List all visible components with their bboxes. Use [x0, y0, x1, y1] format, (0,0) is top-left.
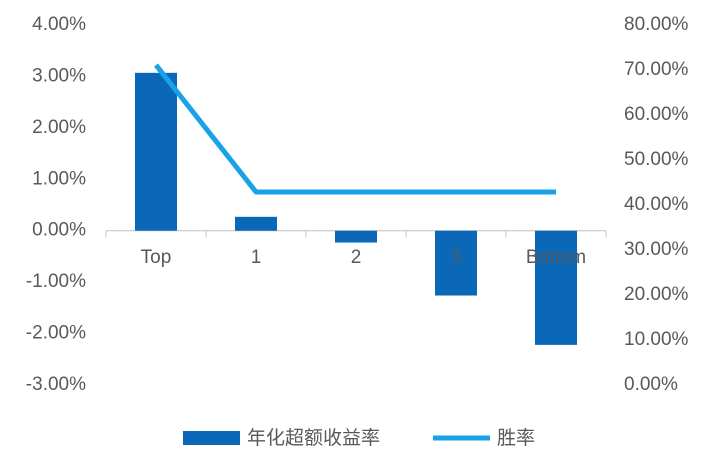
bar — [235, 216, 277, 231]
y2-tick-label: 0.00% — [624, 374, 678, 395]
y-tick-label: 1.00% — [32, 168, 86, 189]
y2-tick-label: 60.00% — [624, 104, 689, 125]
line — [154, 63, 556, 195]
y-tick-label: 3.00% — [32, 65, 86, 86]
y-tick-label: 4.00% — [32, 14, 86, 35]
y2-tick-label: 80.00% — [624, 14, 689, 35]
bar — [535, 230, 577, 345]
y2-tick-label: 40.00% — [624, 194, 689, 215]
x-tick-label: 2 — [351, 247, 362, 268]
y2-tick-label: 10.00% — [624, 329, 689, 350]
x-tick-label: 1 — [251, 247, 262, 268]
bar — [135, 72, 177, 231]
y2-tick-label: 70.00% — [624, 59, 689, 80]
bar — [335, 230, 377, 243]
x-tick-label: Top — [141, 247, 172, 268]
y-tick-label: 0.00% — [32, 220, 86, 241]
y-tick-label: -3.00% — [26, 374, 86, 395]
x-tick-label: 3 — [451, 247, 462, 268]
y2-tick-label: 30.00% — [624, 239, 689, 260]
legend-label: 年化超额收益率 — [247, 427, 380, 449]
y2-tick-label: 50.00% — [624, 149, 689, 170]
y-tick-label: -2.00% — [26, 323, 86, 344]
y2-tick-label: 20.00% — [624, 284, 689, 305]
y-tick-label: 2.00% — [32, 117, 86, 138]
bar — [435, 230, 477, 296]
x-tick-label: Bottom — [526, 247, 586, 268]
legend-label: 胜率 — [497, 427, 535, 449]
legend-swatch — [183, 431, 240, 445]
y-tick-label: -1.00% — [26, 271, 86, 292]
